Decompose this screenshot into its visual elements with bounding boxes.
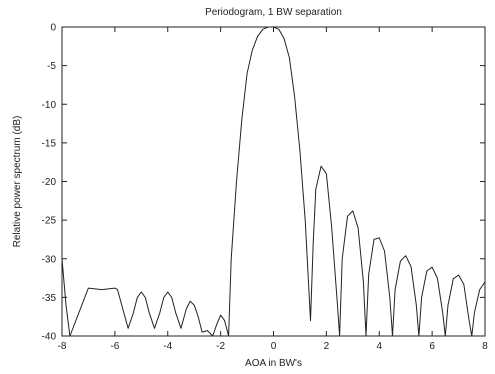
y-tick-label: -30 [42, 254, 57, 265]
x-tick-label: 0 [271, 341, 277, 352]
chart-title: Periodogram, 1 BW separation [205, 7, 342, 18]
y-tick-label: -25 [42, 216, 57, 227]
y-tick-label: -20 [42, 177, 57, 188]
y-tick-label: 0 [50, 23, 56, 34]
x-tick-label: 4 [376, 341, 382, 352]
x-tick-label: 2 [324, 341, 330, 352]
y-tick-label: -10 [42, 100, 57, 111]
x-tick-label: -2 [216, 341, 225, 352]
x-axis-label: AOA in BW's [245, 358, 302, 369]
periodogram-series-line [61, 26, 486, 337]
y-tick-label: -5 [47, 61, 56, 72]
axis-ticks: -8 -6 -4 -2 0 2 4 6 80-5-10-15-20-25-30-35-40 [42, 23, 489, 353]
x-tick-label: -6 [110, 341, 119, 352]
x-tick-label: 8 [482, 341, 488, 352]
y-tick-label: -40 [42, 332, 57, 343]
y-tick-label: -35 [42, 293, 57, 304]
x-tick-label: -8 [58, 341, 67, 352]
y-axis-label: Relative power spectrum (dB) [12, 116, 23, 248]
plot-frame [61, 26, 486, 337]
x-tick-label: 6 [429, 341, 435, 352]
y-tick-label: -15 [42, 138, 57, 149]
x-tick-label: -4 [163, 341, 172, 352]
series-layer [61, 26, 486, 337]
